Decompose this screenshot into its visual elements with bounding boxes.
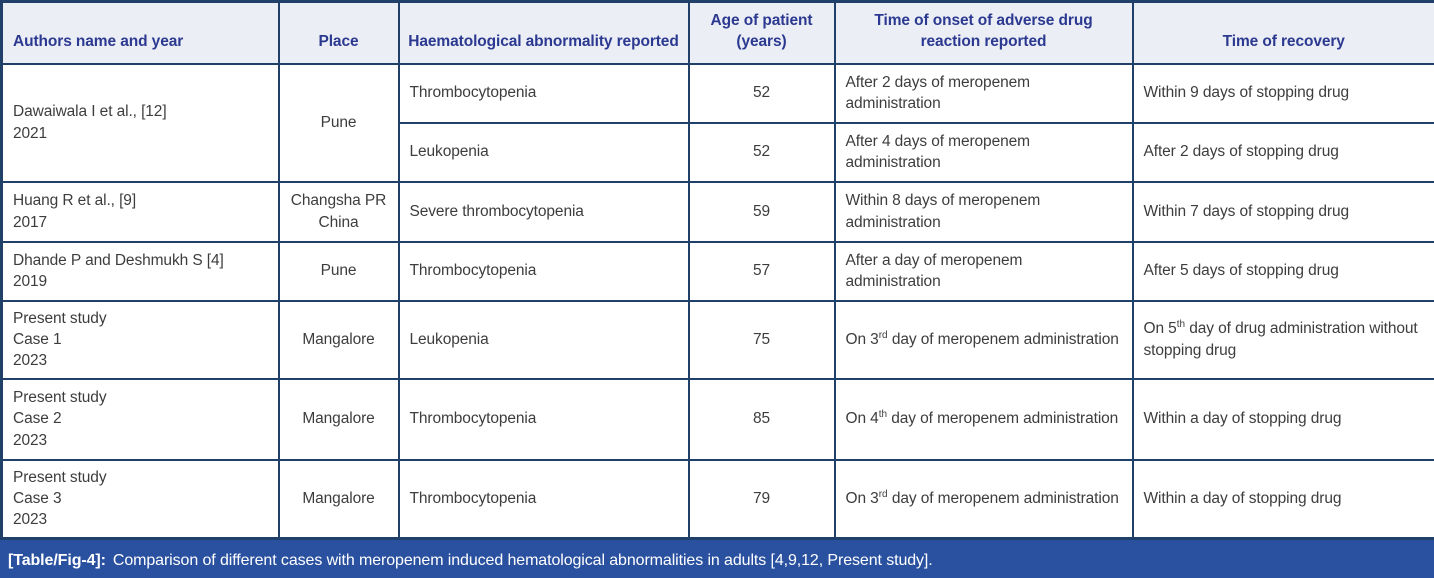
abnormality-cell: Severe thrombocytopenia	[397, 180, 690, 243]
comparison-table: Authors name and year Place Haematologic…	[0, 0, 1434, 540]
onset-ordinal-suffix: rd	[878, 488, 888, 500]
onset-cell: On 3rd day of meropenem administration	[833, 299, 1134, 380]
onset-text: Within 8 days of meropenem administratio…	[845, 192, 1041, 231]
recovery-text: After 2 days of stopping drug	[1143, 143, 1339, 161]
recovery-cell: After 5 days of stopping drug	[1131, 240, 1434, 302]
abnormality-cell: Thrombocytopenia	[397, 458, 690, 540]
onset-text-cont: day of meropenem administration	[887, 330, 1119, 348]
recovery-cell: Within a day of stopping drug	[1131, 458, 1434, 540]
author-line: Huang R et al., [9]	[13, 192, 137, 210]
place-cell: Pune	[277, 62, 400, 183]
onset-text: On 3	[845, 490, 879, 507]
author-cell: Present study Case 2 2023	[0, 377, 280, 461]
table-row: Present study Case 1 2023 Mangalore Leuk…	[0, 299, 1434, 380]
column-header-abnormality: Haematological abnormality reported	[397, 0, 690, 65]
age-cell: 79	[687, 458, 836, 540]
place-cell: Mangalore	[277, 377, 400, 461]
onset-ordinal-suffix: th	[878, 409, 888, 421]
author-line: Dhande P and Deshmukh S [4]	[13, 251, 224, 269]
abnormality-cell: Thrombocytopenia	[397, 377, 690, 461]
column-header-recovery: Time of recovery	[1131, 0, 1434, 65]
age-cell: 52	[687, 62, 836, 124]
table-row: Dawaiwala I et al., [12] 2021 Pune Throm…	[0, 62, 1434, 183]
onset-text: After 2 days of meropenem administration	[845, 73, 1031, 112]
recovery-text: Within a day of stopping drug	[1143, 490, 1342, 507]
recovery-cell: Within a day of stopping drug	[1131, 377, 1434, 461]
recovery-text: Within 7 days of stopping drug	[1143, 202, 1350, 220]
recovery-cell: On 5th day of drug administration withou…	[1131, 299, 1434, 380]
author-case: Case 2	[13, 410, 62, 428]
age-cell: 59	[687, 180, 836, 243]
figure-caption-label: [Table/Fig-4]:	[8, 551, 106, 569]
table-row: Huang R et al., [9] 2017 Changsha PR Chi…	[0, 180, 1434, 243]
table-header-row: Authors name and year Place Haematologic…	[0, 0, 1434, 65]
onset-cell: After 2 days of meropenem administration	[833, 62, 1134, 124]
author-case: Case 3	[13, 490, 62, 507]
author-cell: Dawaiwala I et al., [12] 2021	[0, 62, 280, 183]
place-cell: Changsha PR China	[277, 180, 400, 243]
onset-cell: Within 8 days of meropenem administratio…	[833, 180, 1134, 243]
author-line: Present study	[13, 468, 107, 486]
onset-text: On 4	[845, 410, 879, 428]
author-year: 2023	[13, 352, 48, 370]
recovery-cell: Within 7 days of stopping drug	[1131, 180, 1434, 243]
column-header-place: Place	[277, 0, 400, 65]
table-row: Present study Case 2 2023 Mangalore Thro…	[0, 377, 1434, 461]
abnormality-cell: Thrombocytopenia	[397, 240, 690, 302]
column-header-authors: Authors name and year	[0, 0, 280, 65]
onset-text: On 3	[845, 330, 879, 348]
recovery-text: After 5 days of stopping drug	[1143, 262, 1339, 280]
place-cell: Pune	[277, 240, 400, 302]
age-cell: 85	[687, 377, 836, 461]
onset-text-cont: day of meropenem administration	[887, 410, 1119, 428]
author-year: 2017	[13, 213, 48, 231]
onset-ordinal-suffix: rd	[878, 329, 888, 341]
recovery-text-cont: day of drug administration without stopp…	[1143, 320, 1418, 359]
author-year: 2023	[13, 511, 48, 529]
author-year: 2019	[13, 273, 48, 290]
onset-cell: On 3rd day of meropenem administration	[833, 458, 1134, 540]
recovery-text: On 5	[1143, 320, 1177, 338]
table-row: Dhande P and Deshmukh S [4] 2019 Pune Th…	[0, 240, 1434, 302]
age-cell: 75	[687, 299, 836, 380]
author-year: 2021	[13, 124, 48, 142]
onset-cell: On 4th day of meropenem administration	[833, 377, 1134, 461]
abnormality-cell: Thrombocytopenia	[397, 62, 690, 124]
column-header-onset: Time of onset of adverse drug reaction r…	[833, 0, 1134, 65]
author-cell: Dhande P and Deshmukh S [4] 2019	[0, 240, 280, 302]
age-cell: 52	[687, 121, 836, 183]
table-row: Leukopenia 52 After 4 days of meropenem …	[2, 121, 1434, 183]
recovery-ordinal-suffix: th	[1176, 319, 1186, 331]
author-line: Dawaiwala I et al., [12]	[13, 103, 167, 121]
figure-caption-bar: [Table/Fig-4]: Comparison of different c…	[0, 539, 1434, 578]
column-header-age: Age of patient (years)	[687, 0, 836, 65]
author-line: Present study	[13, 309, 107, 327]
author-line: Present study	[13, 389, 107, 407]
onset-cell: After 4 days of meropenem administration	[833, 121, 1134, 183]
onset-text: After a day of meropenem administration	[845, 251, 1023, 290]
recovery-cell: After 2 days of stopping drug	[1131, 121, 1434, 183]
abnormality-cell: Leukopenia	[397, 121, 690, 183]
table-row: Present study Case 3 2023 Mangalore Thro…	[0, 458, 1434, 540]
author-year: 2023	[13, 431, 48, 449]
onset-text-cont: day of meropenem administration	[887, 490, 1119, 507]
age-cell: 57	[687, 240, 836, 302]
place-cell: Mangalore	[277, 458, 400, 540]
onset-text: After 4 days of meropenem administration	[845, 132, 1031, 171]
author-cell: Huang R et al., [9] 2017	[0, 180, 280, 243]
recovery-cell: Within 9 days of stopping drug	[1131, 62, 1434, 124]
author-case: Case 1	[13, 330, 62, 348]
place-cell: Mangalore	[277, 299, 400, 380]
onset-cell: After a day of meropenem administration	[833, 240, 1134, 302]
abnormality-cell: Leukopenia	[397, 299, 690, 380]
recovery-text: Within 9 days of stopping drug	[1143, 84, 1350, 102]
recovery-text: Within a day of stopping drug	[1143, 410, 1342, 428]
author-cell: Present study Case 1 2023	[0, 299, 280, 380]
author-cell: Present study Case 3 2023	[0, 458, 280, 540]
figure-caption-text: Comparison of different cases with merop…	[112, 551, 933, 569]
